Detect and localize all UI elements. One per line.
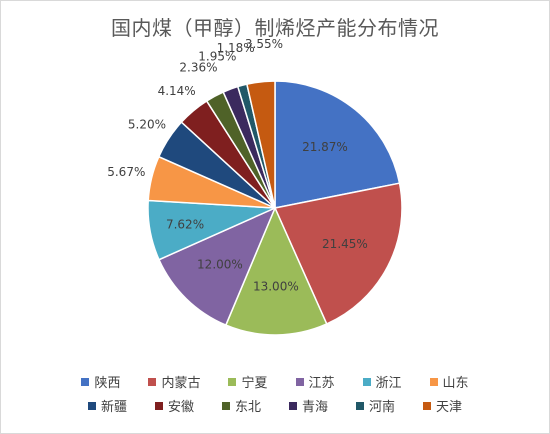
legend-item-内蒙古: 内蒙古 — [148, 372, 200, 391]
legend-item-天津: 天津 — [423, 396, 462, 415]
legend-item-东北: 东北 — [221, 396, 261, 415]
legend-row-2: 新疆 安徽 东北 青海 河南 天津 — [0, 396, 550, 415]
data-label-青海: 1.95% — [198, 50, 236, 64]
legend-label: 东北 — [234, 400, 261, 415]
data-label-内蒙古: 21.45% — [322, 237, 368, 251]
legend-label: 内蒙古 — [161, 376, 201, 391]
data-label-新疆: 5.20% — [128, 117, 166, 131]
legend-label: 天津 — [436, 400, 463, 415]
pie-slice-江苏 — [158, 206, 277, 327]
legend-swatch — [289, 401, 297, 410]
legend-label: 江苏 — [308, 376, 335, 391]
data-label-河南: 1.18% — [217, 41, 255, 55]
pie-slice-天津 — [246, 80, 276, 209]
data-label-浙江: 7.62% — [166, 217, 204, 231]
chart-title: 国内煤（甲醇）制烯烃产能分布情况 — [111, 16, 439, 40]
data-label-陕西: 21.87% — [302, 140, 348, 154]
legend-label: 新疆 — [100, 400, 127, 415]
legend-item-江苏: 江苏 — [295, 372, 335, 391]
legend-label: 宁夏 — [241, 376, 268, 391]
data-label-天津: 3.55% — [245, 37, 283, 51]
legend-item-青海: 青海 — [289, 396, 328, 415]
pie-slice-陕西 — [274, 80, 401, 209]
pie-slice-宁夏 — [224, 206, 328, 336]
legend-item-山东: 山东 — [429, 372, 469, 391]
data-label-山东: 5.67% — [107, 165, 145, 179]
legend-swatch — [221, 401, 230, 410]
legend-swatch — [228, 377, 237, 386]
legend-swatch — [429, 377, 438, 386]
legend-item-浙江: 浙江 — [362, 372, 402, 391]
legend-label: 河南 — [369, 400, 396, 415]
legend-item-陕西: 陕西 — [81, 372, 120, 391]
legend-swatch — [423, 401, 432, 410]
data-label-宁夏: 13.00% — [253, 280, 299, 294]
legend-label: 青海 — [302, 400, 329, 415]
pie-slice-内蒙古 — [273, 182, 403, 325]
data-label-东北: 2.36% — [179, 60, 217, 74]
data-label-安徽: 4.14% — [158, 84, 196, 98]
legend-label: 浙江 — [375, 376, 402, 391]
legend-label: 陕西 — [94, 376, 121, 391]
legend-swatch — [148, 377, 157, 386]
data-label-江苏: 12.00% — [197, 257, 243, 271]
legend-label: 山东 — [442, 376, 469, 391]
legend-swatch — [154, 401, 163, 410]
legend-item-河南: 河南 — [356, 396, 395, 415]
legend-label: 安徽 — [167, 400, 194, 415]
legend-swatch — [295, 377, 304, 386]
legend-swatch — [362, 377, 371, 386]
legend-swatch — [87, 401, 96, 410]
legend-item-宁夏: 宁夏 — [228, 372, 268, 391]
legend-swatch — [356, 401, 365, 410]
legend-row-1: 陕西 内蒙古 宁夏 江苏 浙江 山东 — [0, 372, 550, 391]
legend-swatch — [81, 377, 90, 386]
legend-item-新疆: 新疆 — [87, 396, 127, 415]
legend-item-安徽: 安徽 — [154, 396, 194, 415]
